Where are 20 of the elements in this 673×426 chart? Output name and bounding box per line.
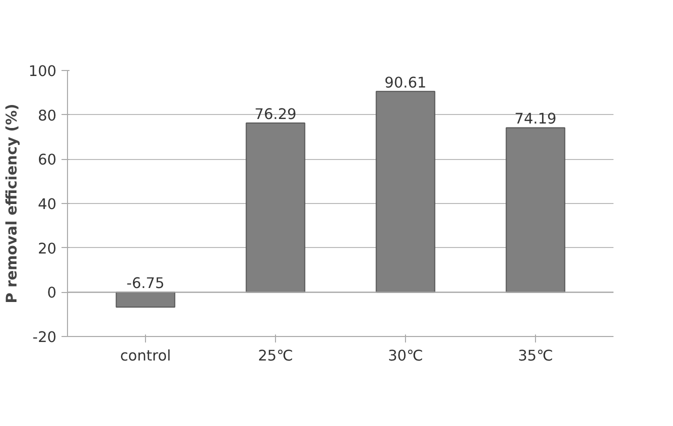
bar [376, 90, 436, 293]
y-tick-label: 100 [28, 63, 57, 80]
data-label: 76.29 [254, 106, 296, 124]
y-tick-label: 40 [38, 196, 57, 213]
bar [246, 122, 306, 293]
bar [116, 292, 176, 308]
x-tick-label: control [120, 348, 171, 364]
y-tick-label: 20 [38, 240, 57, 258]
y-tick-label: 0 [47, 284, 57, 302]
y-tick-label: 80 [38, 107, 57, 124]
x-tick-label: 35℃ [518, 348, 554, 364]
data-label: 90.61 [384, 74, 426, 92]
y-tick-label: 60 [38, 152, 57, 169]
x-tick-label: 30℃ [388, 348, 424, 364]
data-label: -6.75 [126, 275, 164, 292]
bar [506, 127, 566, 293]
x-tick-label: 25℃ [258, 348, 294, 364]
y-tick-label: -20 [32, 329, 57, 346]
data-label: 74.19 [514, 110, 556, 128]
y-axis-title: P removal efficiency (%) [4, 104, 21, 304]
